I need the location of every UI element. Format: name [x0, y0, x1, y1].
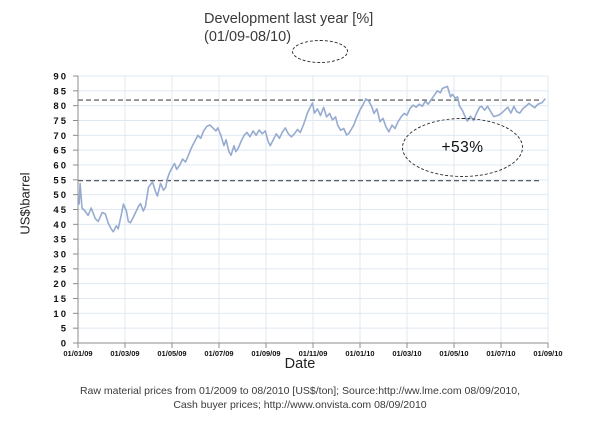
y-tick-label: 90 — [53, 72, 68, 83]
y-tick-label: 45 — [53, 205, 68, 216]
y-tick-label: 70 — [53, 131, 68, 142]
footnote-line-1: Raw material prices from 01/2009 to 08/2… — [79, 385, 521, 397]
x-tick-label: 01/03/09 — [110, 349, 139, 358]
y-tick-label: 20 — [53, 279, 68, 290]
x-tick-label: 01/05/09 — [157, 349, 186, 358]
y-tick-label: 50 — [53, 190, 68, 201]
y-axis-title: US$\barrel — [17, 172, 33, 235]
x-tick-label: 01/01/10 — [345, 349, 374, 358]
annotation-ellipse: +53% — [402, 118, 523, 177]
y-tick-label: 15 — [53, 294, 68, 305]
x-tick-label: 01/03/10 — [392, 349, 421, 358]
x-tick-label: 01/11/09 — [299, 349, 328, 358]
x-tick-label: 01/09/09 — [251, 349, 280, 358]
y-tick-label: 80 — [53, 101, 68, 112]
y-tick-label: 35 — [53, 235, 68, 246]
x-tick-label: 01/09/10 — [533, 349, 562, 358]
y-tick-label: 60 — [53, 161, 68, 172]
x-tick-label: 01/05/10 — [439, 349, 468, 358]
footnote-line-2: Cash buyer prices; http://www.onvista.co… — [173, 399, 427, 411]
y-tick-label: 85 — [53, 86, 68, 97]
x-tick-label: 01/07/10 — [486, 349, 515, 358]
y-tick-label: 0 — [61, 339, 68, 350]
y-tick-label: 75 — [53, 116, 68, 127]
y-tick-label: 40 — [53, 220, 68, 231]
title-dashed-ellipse-icon — [292, 40, 348, 63]
x-tick-label: 01/01/09 — [63, 349, 92, 358]
y-tick-label: 10 — [53, 309, 68, 320]
chart-subtitle: (01/09-08/10) — [204, 29, 292, 45]
annotation-label: +53% — [441, 138, 484, 156]
y-tick-label: 25 — [53, 264, 68, 275]
y-tick-label: 65 — [53, 146, 68, 157]
chart-title: Development last year [%] — [204, 11, 374, 27]
chart-footnote: Raw material prices from 01/2009 to 08/2… — [0, 384, 600, 412]
x-tick-label: 01/07/09 — [204, 349, 233, 358]
x-axis-title: Date — [284, 356, 316, 372]
y-tick-label: 30 — [53, 250, 68, 261]
y-tick-label: 55 — [53, 175, 68, 186]
price-line — [77, 85, 546, 233]
y-tick-label: 5 — [61, 324, 68, 335]
chart-title-block: Development last year [%] (01/09-08/10) — [204, 10, 373, 46]
